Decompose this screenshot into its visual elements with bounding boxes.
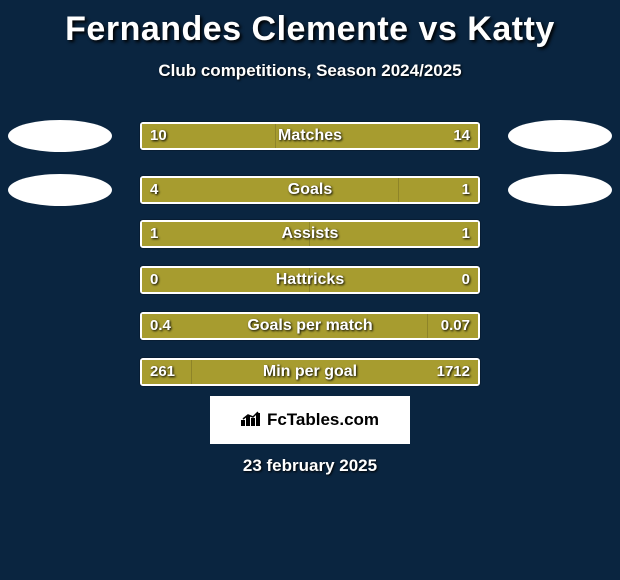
date-label: 23 february 2025 xyxy=(0,456,620,476)
stat-value-right: 0 xyxy=(462,268,470,292)
stat-label: Goals xyxy=(142,178,478,202)
stat-label: Goals per match xyxy=(142,314,478,338)
stat-bar: Assists1 1 xyxy=(140,220,480,248)
stat-value-left: 1 xyxy=(150,222,158,246)
stat-value-right: 14 xyxy=(453,124,470,148)
subtitle: Club competitions, Season 2024/2025 xyxy=(0,61,620,81)
stat-value-left: 10 xyxy=(150,124,167,148)
player-avatar-left xyxy=(8,120,112,152)
stat-label: Matches xyxy=(142,124,478,148)
stat-value-left: 0 xyxy=(150,268,158,292)
player-avatar-left xyxy=(8,174,112,206)
stat-value-right: 1712 xyxy=(437,360,470,384)
page-title: Fernandes Clemente vs Katty xyxy=(0,0,620,49)
stat-bar: Goals4 1 xyxy=(140,176,480,204)
stat-value-right: 0.07 xyxy=(441,314,470,338)
stat-value-left: 4 xyxy=(150,178,158,202)
stat-bar: Hattricks0 0 xyxy=(140,266,480,294)
chart-icon xyxy=(241,410,261,431)
stat-label: Assists xyxy=(142,222,478,246)
player-avatar-right xyxy=(508,174,612,206)
logo-box: FcTables.com xyxy=(210,396,410,444)
stat-label: Hattricks xyxy=(142,268,478,292)
stat-bar: Goals per match0.4 0.07 xyxy=(140,312,480,340)
stat-value-left: 0.4 xyxy=(150,314,171,338)
stat-value-right: 1 xyxy=(462,178,470,202)
stat-bar: Matches10 14 xyxy=(140,122,480,150)
player-avatar-right xyxy=(508,120,612,152)
stat-value-left: 261 xyxy=(150,360,175,384)
stat-bar: Min per goal261 1712 xyxy=(140,358,480,386)
logo-text: FcTables.com xyxy=(267,410,379,430)
stat-label: Min per goal xyxy=(142,360,478,384)
stat-value-right: 1 xyxy=(462,222,470,246)
